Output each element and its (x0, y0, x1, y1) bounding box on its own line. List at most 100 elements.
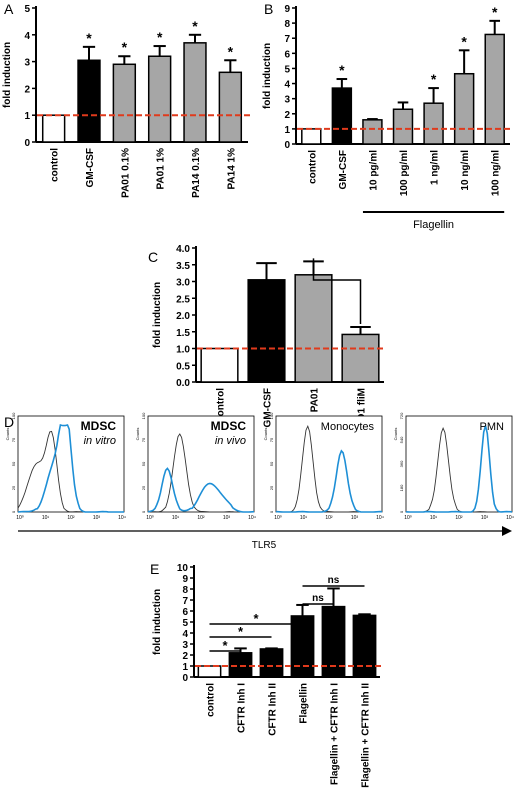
panel-d-x-tick-label: 10⁴ (376, 515, 384, 521)
panel-b-significance-star: * (431, 71, 437, 87)
panel-b-y-tick-label: 2 (284, 110, 290, 121)
panel-b-group-label: Flagellin (413, 219, 454, 231)
panel-a-significance-star: * (192, 18, 198, 34)
panel-e-y-tick-label: 4 (182, 629, 188, 640)
panel-e-y-tick-label: 6 (182, 607, 188, 618)
panel-d-histogram-frame (147, 415, 255, 513)
panel-d-y-tick-label: 100 (269, 412, 274, 419)
panel-d-x-tick-label: 10⁴ (248, 515, 256, 521)
panel-d-x-tick-label: 10⁰ (146, 515, 154, 521)
panel-e-category-label: Flagellin (299, 683, 310, 724)
panel-d-x-tick-label: 10³ (223, 515, 231, 521)
panel-b-bar (484, 33, 505, 145)
panel-d-y-tick-label: 25 (11, 485, 16, 490)
panel-a-bar (183, 42, 207, 143)
panel-d-histogram-subtitle: in vivo (215, 435, 246, 447)
panel-e-y-tick-label: 10 (177, 563, 189, 574)
panel-d-y-tick-label: 0 (399, 510, 404, 513)
panel-c-y-tick-label: 0.0 (176, 378, 190, 389)
panel-d-y-tick-label: 720 (399, 412, 404, 419)
panel-d-y-tick-label: 360 (399, 460, 404, 467)
panel-a-y-tick-label: 1 (24, 111, 30, 122)
panel-d-x-tick-label: 10⁴ (506, 515, 514, 521)
panel-a-y-tick-label: 3 (24, 58, 30, 69)
panel-d-tlr5-curve (275, 449, 383, 513)
panel-d-y-tick-label: 100 (141, 412, 146, 419)
panel-e-category-label: Flagellin + CFTR Inh I (330, 683, 341, 785)
panel-b-significance-star: * (492, 4, 498, 20)
panel-d-histogram-title: MDSC (211, 419, 247, 433)
panel-d-isotype-curve (148, 433, 255, 513)
panel-b-y-tick-label: 7 (284, 34, 290, 45)
panel-e-category-label: Flagellin + CFTR Inh II (361, 683, 372, 788)
panel-d-x-tick-label: 10¹ (172, 515, 180, 521)
panel-d-tlr5-curve (147, 467, 255, 513)
panel-b-category-label: 10 pg/ml (368, 150, 379, 191)
panel-c-category-label: control (216, 388, 227, 422)
panel-d-x-tick-label: 10⁴ (118, 515, 126, 521)
panel-b-y-tick-label: 4 (284, 80, 290, 91)
panel-b-y-tick-label: 1 (284, 125, 290, 136)
panel-a-y-tick-label: 0 (24, 138, 30, 149)
panel-e-category-label: control (206, 683, 217, 717)
panel-b-significance-star: * (339, 62, 345, 78)
panel-d-x-tick-label: 10⁰ (16, 515, 24, 521)
panel-d-y-tick-label: 0 (11, 510, 16, 513)
panel-d-axis-arrow-head (502, 526, 512, 536)
panel-d-y-tick-label: 50 (141, 461, 146, 466)
panel-d-x-tick-label: 10² (67, 515, 75, 521)
panel-b-y-tick-label: 6 (284, 49, 290, 60)
panel-e-bar (228, 652, 253, 678)
panel-e-bar (290, 615, 315, 678)
panel-d-y-tick-label: 0 (269, 510, 274, 513)
panel-a-significance-star: * (157, 29, 163, 45)
panel-b-bar (331, 87, 353, 145)
panel-a-bar (112, 63, 137, 143)
panel-d-y-axis-title: Counts (393, 428, 398, 441)
panel-d-tlr5-curve (405, 425, 513, 513)
panel-e-y-tick-label: 2 (182, 651, 188, 662)
panel-e-significance-label: * (222, 638, 228, 653)
panel-e-category-label: CFTR Inh II (268, 683, 279, 736)
panel-b-bar (301, 128, 322, 145)
panel-e-y-tick-label: 3 (182, 640, 188, 651)
panel-c-bar (294, 274, 333, 383)
panel-b-y-axis-title: fold induction (262, 43, 273, 109)
panel-e-bar (352, 614, 377, 678)
panel-d-x-tick-label: 10⁰ (274, 515, 282, 521)
panel-c-bar (200, 347, 239, 383)
panel-e-letter: E (150, 561, 159, 577)
panel-e-y-axis-title: fold induction (152, 589, 163, 655)
panel-c-y-tick-label: 4.0 (176, 244, 190, 255)
panel-a-category-label: control (50, 148, 61, 182)
panel-c-category-label: GM-CSF (263, 388, 274, 427)
panel-b-significance-star: * (461, 33, 467, 49)
panel-d-x-tick-label: 10² (455, 515, 463, 521)
panel-b-bar (362, 119, 383, 145)
panel-e-significance-label: * (238, 624, 244, 639)
panel-d-x-tick-label: 10¹ (300, 515, 308, 521)
panel-d-y-tick-label: 25 (269, 485, 274, 490)
panel-a-y-axis-title: fold induction (2, 42, 13, 108)
panel-c-category-label: PA01 (310, 388, 321, 413)
panel-d-histogram-title: Monocytes (321, 421, 375, 433)
panel-d-x-axis-title: TLR5 (252, 540, 277, 551)
panel-d-tlr5-curve (17, 423, 125, 513)
panel-d-y-tick-label: 75 (269, 437, 274, 442)
panel-b-y-tick-label: 8 (284, 19, 290, 30)
panel-a-category-label: PA14 1% (226, 148, 237, 190)
panel-d-x-tick-label: 10³ (93, 515, 101, 521)
panel-b-category-label: control (307, 150, 318, 184)
panel-d-x-tick-label: 10² (197, 515, 205, 521)
panel-a-letter: A (4, 1, 14, 17)
panel-e-y-tick-label: 8 (182, 585, 188, 596)
panel-d-y-tick-label: 100 (11, 412, 16, 419)
panel-a-bar (147, 55, 172, 143)
panel-b-y-tick-label: 0 (284, 140, 290, 151)
panel-a-bar (77, 59, 101, 143)
panel-d-letter: D (4, 414, 14, 430)
panel-c-comparison-bracket (312, 258, 362, 325)
panel-c-category-label: PAO1 fliM (357, 388, 368, 434)
panel-d-histogram-title: MDSC (81, 419, 117, 433)
